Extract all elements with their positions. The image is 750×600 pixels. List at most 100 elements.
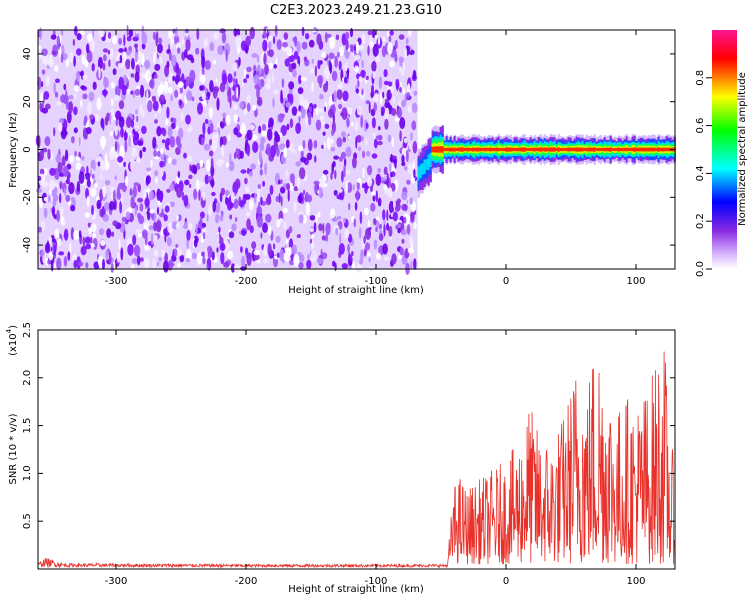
noise-speckle <box>358 45 364 50</box>
x-tick-label: -200 <box>235 576 258 587</box>
noise-speckle <box>185 39 191 51</box>
signal-band <box>481 147 484 152</box>
noise-speckle <box>102 214 109 222</box>
noise-speckle <box>73 230 80 240</box>
noise-speckle <box>176 67 182 76</box>
noise-speckle <box>390 171 396 177</box>
noise-speckle <box>291 244 298 255</box>
noise-speckle <box>249 124 255 131</box>
noise-speckle <box>52 197 57 207</box>
noise-speckle <box>62 166 69 177</box>
noise-speckle <box>354 54 361 61</box>
signal-band <box>541 147 544 152</box>
noise-speckle <box>287 93 291 100</box>
noise-speckle <box>100 173 103 181</box>
noise-speckle <box>312 28 317 33</box>
noise-speckle <box>53 168 57 174</box>
signal-band <box>565 147 568 152</box>
noise-speckle <box>405 37 409 45</box>
noise-speckle <box>132 234 137 246</box>
noise-speckle <box>377 167 381 174</box>
noise-speckle <box>195 223 198 236</box>
noise-speckle <box>154 170 159 177</box>
noise-speckle <box>263 258 268 264</box>
noise-speckle <box>63 228 69 241</box>
noise-speckle <box>112 68 117 76</box>
noise-speckle <box>319 186 323 199</box>
signal-band <box>665 147 668 152</box>
noise-speckle <box>139 53 142 67</box>
noise-speckle <box>281 78 285 88</box>
noise-speckle <box>228 231 235 239</box>
noise-speckle <box>118 238 121 250</box>
snr-frame <box>37 329 676 570</box>
noise-speckle <box>317 59 321 70</box>
noise-speckle <box>336 194 343 200</box>
noise-speckle <box>380 106 385 115</box>
signal-band <box>627 147 630 152</box>
noise-speckle <box>407 83 411 95</box>
noise-speckle <box>132 128 135 135</box>
noise-speckle <box>201 92 206 101</box>
signal-band <box>547 147 550 152</box>
noise-speckle <box>198 189 201 201</box>
noise-speckle <box>356 106 363 116</box>
noise-speckle <box>156 191 159 197</box>
noise-speckle <box>376 140 383 146</box>
noise-speckle <box>283 251 290 262</box>
noise-speckle <box>291 148 296 154</box>
noise-speckle <box>125 116 132 128</box>
noise-speckle <box>409 235 413 247</box>
spectrogram-plot <box>34 24 676 275</box>
noise-speckle <box>360 249 364 261</box>
noise-speckle <box>236 86 239 99</box>
noise-speckle <box>177 81 184 88</box>
noise-speckle <box>268 62 274 70</box>
noise-speckle <box>88 91 95 102</box>
noise-speckle <box>161 208 164 216</box>
noise-speckle <box>199 85 203 91</box>
noise-speckle <box>382 243 388 255</box>
noise-speckle <box>130 264 135 271</box>
signal-band <box>595 148 598 151</box>
noise-speckle <box>276 146 280 157</box>
signal-band <box>591 147 594 152</box>
signal-band <box>589 147 592 152</box>
noise-speckle <box>349 44 355 52</box>
noise-speckle <box>293 201 297 213</box>
noise-speckle <box>43 167 48 176</box>
noise-speckle <box>394 116 400 122</box>
noise-speckle <box>172 75 176 82</box>
noise-speckle <box>53 244 57 257</box>
noise-speckle <box>123 34 126 47</box>
noise-speckle <box>239 101 245 109</box>
noise-speckle <box>146 89 149 103</box>
noise-speckle <box>345 181 348 194</box>
noise-speckle <box>394 39 398 50</box>
noise-speckle <box>54 65 59 73</box>
noise-speckle <box>345 31 350 40</box>
noise-speckle <box>246 94 251 103</box>
x-tick-label: -100 <box>365 576 388 587</box>
noise-speckle <box>399 66 402 73</box>
noise-speckle <box>354 122 359 131</box>
noise-speckle <box>382 36 385 42</box>
noise-speckle <box>169 72 173 82</box>
noise-speckle <box>61 155 66 167</box>
noise-speckle <box>175 222 180 229</box>
noise-speckle <box>348 260 353 266</box>
spectrogram-y-axis-label: Frequency (Hz) <box>8 112 19 188</box>
noise-speckle <box>64 187 67 197</box>
signal-band <box>559 148 562 151</box>
noise-speckle <box>202 256 206 265</box>
noise-speckle <box>128 29 134 38</box>
noise-speckle <box>142 229 148 239</box>
noise-speckle <box>80 85 86 90</box>
noise-speckle <box>406 179 411 185</box>
x-tick-label: 100 <box>626 276 645 287</box>
noise-speckle <box>412 69 417 80</box>
noise-speckle <box>129 187 133 196</box>
noise-speckle <box>314 182 318 195</box>
signal-band <box>629 147 632 152</box>
signal-band <box>439 146 442 153</box>
